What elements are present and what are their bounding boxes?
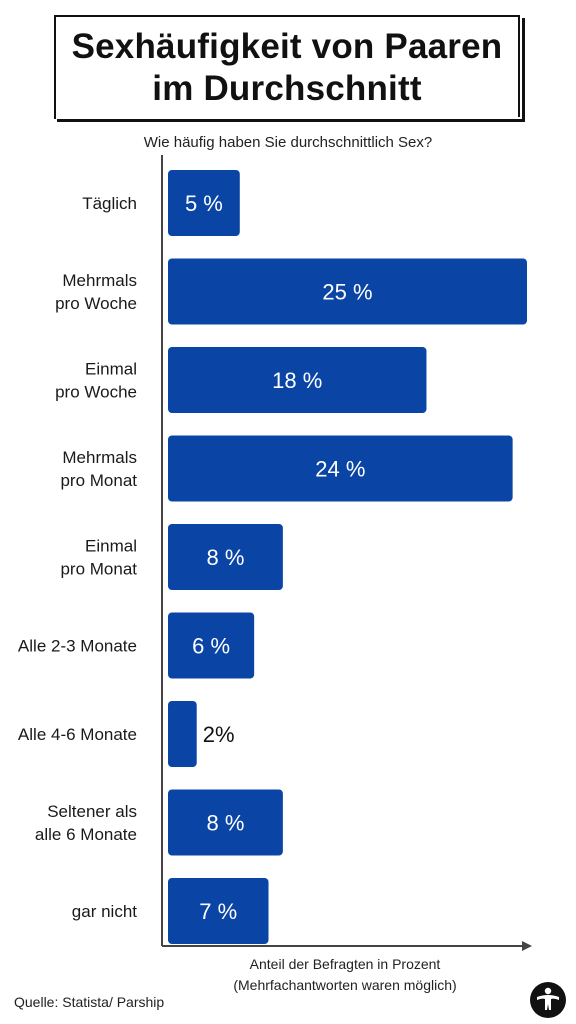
- value-label-8: 7 %: [199, 899, 237, 924]
- chart-title-line1: Sexhäufigkeit von Paaren: [71, 27, 503, 66]
- category-label-3-line2: pro Monat: [60, 471, 137, 490]
- category-label-2-line2: pro Woche: [55, 383, 137, 402]
- title-box: [54, 15, 520, 119]
- x-axis-label: Anteil der Befragten in Prozent (Mehrfac…: [200, 954, 490, 996]
- x-axis-label-line2: (Mehrfachantworten waren möglich): [233, 977, 457, 993]
- category-label-4-line1: Einmal: [85, 537, 137, 556]
- source-note: Quelle: Statista/ Parship: [14, 994, 165, 1010]
- value-label-7: 8 %: [206, 811, 244, 836]
- value-label-0: 5 %: [185, 191, 223, 216]
- bar-6: [168, 701, 197, 767]
- category-label-6: Alle 4-6 Monate: [18, 725, 137, 744]
- value-label-6: 2%: [203, 722, 235, 747]
- chart-title: Sexhäufigkeit von Paaren im Durchschnitt: [54, 26, 520, 110]
- bar-0: [168, 170, 240, 236]
- chart-subtitle: Wie häufig haben Sie durchschnittlich Se…: [143, 134, 433, 151]
- value-label-5: 6 %: [192, 634, 230, 659]
- chart-title-line2: im Durchschnitt: [152, 69, 422, 108]
- category-label-1-line1: Mehrmals: [62, 271, 137, 290]
- category-label-8: gar nicht: [72, 902, 137, 921]
- x-axis-label-line1: Anteil der Befragten in Prozent: [249, 956, 441, 972]
- bar-7: [168, 789, 283, 856]
- value-label-4: 8 %: [206, 545, 244, 570]
- category-label-2-line1: Einmal: [85, 360, 137, 379]
- value-label-2: 18 %: [272, 368, 322, 393]
- bar-8: [168, 878, 269, 944]
- value-label-3: 24 %: [315, 457, 365, 482]
- category-label-1-line2: pro Woche: [55, 294, 137, 313]
- x-axis-arrow: [522, 941, 532, 951]
- value-label-1: 25 %: [322, 280, 372, 305]
- category-label-3-line1: Mehrmals: [62, 448, 137, 467]
- category-label-7-line2: alle 6 Monate: [35, 825, 137, 844]
- category-label-4-line2: pro Monat: [60, 560, 137, 579]
- bar-5: [168, 612, 255, 679]
- bar-1: [168, 258, 527, 325]
- bar-3: [168, 435, 513, 502]
- category-label-0: Täglich: [82, 194, 137, 213]
- figure-emblem-icon: [530, 982, 566, 1018]
- category-label-7-line1: Seltener als: [47, 802, 137, 821]
- bar-4: [168, 524, 283, 590]
- bar-2: [168, 347, 427, 413]
- category-label-5: Alle 2-3 Monate: [18, 637, 137, 656]
